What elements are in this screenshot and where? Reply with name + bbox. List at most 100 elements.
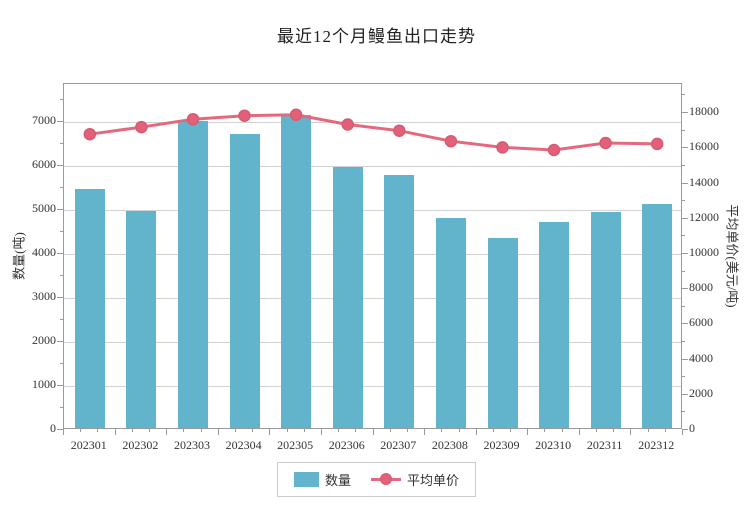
y-axis-label-right: 16000 — [689, 139, 719, 154]
x-axis-minor-tick — [613, 429, 615, 432]
bar-202305[interactable] — [281, 115, 312, 428]
bar-202310[interactable] — [539, 222, 569, 428]
y-axis-tick-right — [682, 323, 688, 325]
y-axis-tick-right — [682, 164, 685, 166]
y-axis-tick-left — [57, 429, 63, 430]
y-axis-tick-right — [682, 341, 685, 342]
price-point-202304[interactable] — [238, 109, 251, 122]
gridline — [64, 165, 681, 167]
gridline — [64, 297, 681, 299]
y-axis-tick-left — [60, 98, 63, 100]
y-axis-label-right: 14000 — [689, 174, 719, 189]
bar-202304[interactable] — [229, 133, 260, 428]
y-axis-tick-right — [682, 129, 685, 131]
y-axis-tick-right — [682, 429, 688, 430]
legend-label-avg-price: 平均单价 — [407, 473, 460, 488]
x-axis-minor-tick — [200, 429, 202, 432]
y-axis-label-left: 7000 — [32, 112, 56, 127]
y-axis-tick-right — [682, 305, 685, 307]
y-axis-tick-left — [57, 252, 63, 254]
x-axis-tick — [682, 429, 683, 435]
y-axis-tick-right — [682, 288, 688, 290]
y-axis-tick-left — [57, 164, 63, 166]
bar-202312[interactable] — [642, 204, 673, 428]
y-axis-tick-left — [60, 318, 63, 320]
x-axis-minor-tick — [596, 429, 597, 432]
x-axis-minor-tick — [389, 429, 391, 432]
y-axis-tick-left — [60, 186, 63, 188]
line-series-swatch-icon — [371, 472, 401, 487]
y-axis-label-left: 6000 — [32, 156, 56, 171]
x-axis-tick — [217, 429, 219, 435]
y-axis-tick-left — [60, 363, 63, 364]
price-point-202306[interactable] — [341, 118, 354, 131]
y-axis-tick-left — [60, 230, 63, 232]
x-axis-tick — [269, 429, 271, 435]
y-axis-label-right: 6000 — [689, 315, 713, 330]
y-axis-tick-right — [682, 235, 685, 237]
bar-202303[interactable] — [178, 120, 208, 428]
price-line — [89, 113, 658, 152]
x-axis-label-202306: 202306 — [328, 438, 365, 452]
price-point-202303[interactable] — [186, 112, 200, 126]
price-point-202312[interactable] — [650, 137, 664, 151]
legend-box: 数量 平均单价 — [276, 462, 477, 497]
x-axis-label-202301: 202301 — [70, 438, 107, 452]
y-axis-tick-right — [682, 411, 685, 413]
x-axis-tick — [630, 429, 632, 435]
x-axis-minor-tick — [458, 429, 460, 432]
y-axis-tick-right — [682, 252, 688, 254]
price-point-202302[interactable] — [135, 120, 148, 134]
x-axis-minor-tick — [286, 429, 288, 432]
x-axis-minor-tick — [252, 429, 254, 432]
x-axis-label-202308: 202308 — [431, 438, 468, 452]
x-axis-minor-tick — [664, 429, 666, 432]
price-point-202301[interactable] — [83, 127, 97, 141]
y-axis-tick-right — [682, 200, 685, 202]
x-axis-minor-tick — [355, 429, 357, 432]
x-axis-tick — [63, 429, 64, 435]
x-axis-minor-tick — [647, 429, 649, 432]
y-axis-label-left: 5000 — [32, 200, 56, 215]
legend-item-quantity[interactable]: 数量 — [293, 470, 351, 489]
plot-area — [63, 83, 682, 429]
x-axis-tick — [578, 429, 580, 435]
y-axis-label-right: 2000 — [689, 385, 713, 400]
x-axis-minor-tick — [338, 429, 340, 432]
bar-series-swatch-icon — [293, 472, 319, 487]
x-axis-minor-tick — [149, 429, 150, 432]
price-point-202308[interactable] — [444, 134, 458, 148]
price-line-layer — [83, 108, 664, 157]
x-axis-label-202310: 202310 — [535, 438, 572, 452]
price-point-202307[interactable] — [393, 124, 406, 137]
price-point-202311[interactable] — [599, 136, 612, 150]
x-axis-tick — [114, 429, 116, 435]
y-axis-tick-right — [682, 358, 688, 360]
y-axis-label-left: 4000 — [32, 244, 56, 259]
bar-202311[interactable] — [590, 212, 621, 428]
gridline — [64, 386, 681, 387]
y-axis-label-right: 4000 — [689, 350, 713, 365]
bar-202309[interactable] — [487, 237, 518, 428]
legend-item-avg-price[interactable]: 平均单价 — [371, 470, 459, 489]
x-axis-label-202312: 202312 — [638, 438, 675, 452]
y-axis-tick-right — [682, 94, 685, 96]
gridline — [64, 342, 681, 343]
x-axis-label-202309: 202309 — [483, 438, 520, 452]
y-axis-label-left: 3000 — [32, 288, 56, 303]
bar-202307[interactable] — [384, 175, 415, 428]
price-point-202310[interactable] — [547, 143, 561, 157]
price-point-202309[interactable] — [496, 141, 509, 154]
x-axis-minor-tick — [492, 429, 494, 432]
x-axis-minor-tick — [406, 429, 408, 432]
bar-202308[interactable] — [435, 218, 466, 428]
bar-202301[interactable] — [74, 189, 105, 428]
bar-202302[interactable] — [126, 211, 157, 428]
price-point-202305[interactable] — [289, 108, 303, 122]
x-axis-label-202302: 202302 — [122, 438, 159, 452]
x-axis-minor-tick — [561, 429, 563, 432]
bar-202306[interactable] — [332, 167, 363, 428]
y-axis-tick-right — [682, 112, 688, 114]
x-axis-tick — [527, 429, 529, 435]
y-axis-label-right: 8000 — [689, 280, 713, 295]
